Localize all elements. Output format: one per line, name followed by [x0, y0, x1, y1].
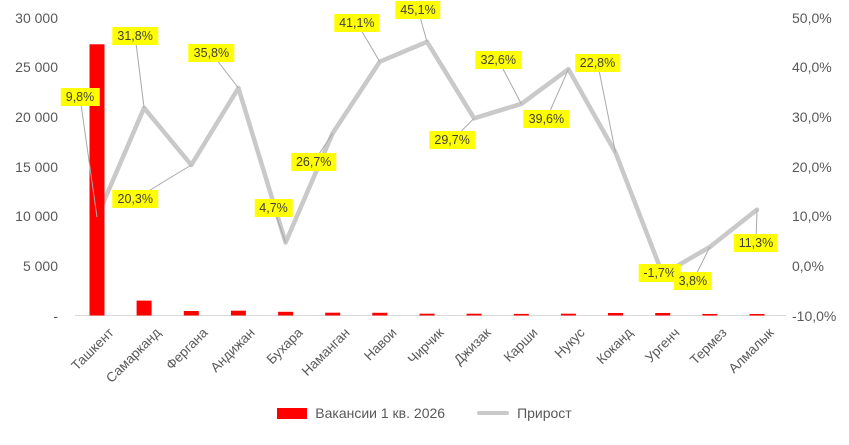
left-axis-tick-label: 10 000 [15, 208, 58, 225]
data-label: 39,6% [523, 110, 570, 129]
data-label: 31,8% [112, 26, 158, 45]
left-axis-tick-label: 30 000 [15, 9, 58, 26]
legend-bar-swatch [277, 407, 308, 419]
right-axis-tick-label: 10,0% [792, 208, 832, 225]
bar [372, 312, 388, 316]
data-label: 35,8% [188, 44, 235, 63]
data-label: 32,6% [475, 50, 521, 69]
legend-line-swatch [477, 411, 510, 415]
data-label: 26,7% [290, 153, 337, 172]
legend-label-growth: Прирост [517, 405, 572, 421]
bar [513, 313, 529, 316]
legend-label-vacancies: Вакансии 1 кв. 2026 [315, 405, 446, 421]
chart-legend: Вакансии 1 кв. 2026 Прирост [0, 405, 849, 421]
bar [183, 311, 199, 316]
bar [278, 311, 294, 316]
data-label: 45,1% [395, 0, 441, 19]
right-axis-tick-label: 30,0% [792, 108, 832, 125]
bar [89, 44, 105, 316]
data-label: 20,3% [112, 190, 158, 208]
growth-line [94, 39, 760, 277]
left-axis-tick-label: 25 000 [15, 59, 58, 76]
label-leader-line [134, 35, 145, 108]
data-label: 11,3% [733, 233, 779, 252]
data-label: 41,1% [334, 13, 380, 32]
left-axis-tick-label: 20 000 [15, 108, 58, 125]
data-label: -1,7% [638, 264, 681, 283]
right-axis-tick-label: -10,0% [792, 307, 837, 324]
left-axis-tick-label: - [53, 307, 58, 324]
bar [136, 300, 152, 316]
bar [702, 314, 718, 316]
bar [230, 310, 246, 316]
right-axis-tick-label: 20,0% [792, 158, 832, 175]
data-label: 9,8% [60, 88, 100, 107]
bar [560, 313, 576, 316]
right-axis-tick-label: 40,0% [792, 59, 832, 76]
bar [419, 313, 435, 316]
label-leader-line [79, 97, 98, 218]
data-label: 3,8% [673, 271, 713, 290]
legend-item-vacancies: Вакансии 1 кв. 2026 [277, 405, 445, 421]
data-label: 22,8% [574, 53, 621, 72]
data-label: 29,7% [429, 131, 475, 150]
bar [655, 313, 671, 316]
legend-item-growth: Прирост [477, 405, 572, 421]
right-axis-tick-label: 0,0% [792, 257, 824, 274]
bar [608, 313, 623, 316]
bar [325, 312, 341, 316]
label-leader-line [597, 62, 616, 153]
left-axis-tick-label: 5 000 [22, 257, 58, 274]
bar [749, 314, 765, 316]
left-axis-tick-label: 15 000 [15, 158, 58, 175]
bar [466, 313, 482, 316]
right-axis-tick-label: 50,0% [792, 9, 832, 26]
data-label: 4,7% [254, 199, 293, 218]
